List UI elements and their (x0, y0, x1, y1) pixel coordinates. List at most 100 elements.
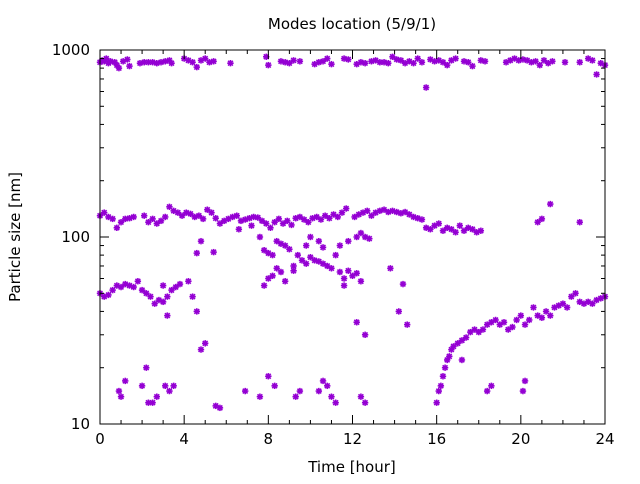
data-point (130, 213, 137, 221)
data-point (385, 59, 392, 67)
data-point (433, 399, 440, 406)
data-point (368, 58, 375, 65)
data-point (332, 399, 339, 406)
data-point (122, 377, 129, 385)
data-point (143, 364, 150, 371)
data-point (563, 304, 571, 311)
data-point (477, 227, 485, 234)
data-point (418, 216, 426, 223)
data-point (130, 283, 137, 291)
data-point (117, 283, 125, 291)
data-point (269, 272, 276, 280)
data-point (193, 63, 200, 71)
x-tick-label: 16 (427, 430, 446, 448)
data-point (368, 212, 375, 219)
data-point (422, 84, 430, 91)
data-point (542, 308, 550, 315)
data-point (260, 282, 268, 289)
data-point (500, 319, 508, 326)
data-point (189, 59, 196, 66)
data-point (300, 216, 308, 223)
data-point (549, 58, 556, 65)
data-point (349, 272, 356, 280)
y-tick-label: 10 (71, 415, 90, 433)
chart-title: Modes location (5/9/1) (268, 15, 436, 33)
data-point (456, 222, 464, 229)
data-point (290, 267, 297, 274)
data-point (547, 312, 554, 319)
data-point (315, 387, 323, 395)
data-point (460, 227, 468, 234)
data-point (286, 246, 293, 253)
x-tick-label: 4 (179, 430, 189, 448)
data-point (404, 321, 411, 328)
data-point (178, 212, 186, 219)
data-point (572, 290, 579, 297)
data-point (340, 275, 348, 282)
data-point (199, 215, 207, 223)
data-point (336, 242, 344, 249)
data-point (410, 59, 417, 67)
data-point (353, 319, 360, 326)
data-point (406, 211, 413, 218)
data-point (505, 326, 512, 333)
data-point (332, 251, 339, 259)
data-point (193, 249, 200, 257)
data-point (115, 387, 123, 395)
data-point (450, 343, 457, 350)
data-point (284, 217, 291, 225)
data-points (96, 53, 609, 412)
data-point (248, 222, 255, 229)
data-point (357, 393, 365, 400)
data-point (153, 393, 161, 400)
data-point (462, 334, 470, 341)
data-point (166, 203, 173, 211)
data-point (547, 200, 554, 208)
data-point (328, 60, 335, 68)
data-point (185, 278, 192, 285)
data-point (204, 206, 211, 213)
data-point (210, 248, 217, 256)
data-point (521, 321, 529, 328)
data-point (159, 282, 167, 289)
data-point (303, 260, 310, 267)
data-point (277, 268, 285, 276)
data-point (397, 57, 405, 64)
data-point (305, 218, 312, 226)
data-point (286, 59, 293, 67)
data-point (197, 237, 205, 245)
axis-ticks: 0 4 8 12 16 20 24 10 100 1000 (52, 41, 615, 448)
data-point (576, 59, 583, 66)
data-point (526, 316, 533, 324)
data-point (513, 316, 520, 324)
data-point (435, 387, 442, 395)
data-point (364, 207, 371, 215)
data-point (168, 286, 175, 294)
data-point (509, 323, 516, 331)
data-point (149, 399, 156, 406)
data-point (197, 346, 205, 353)
data-point (159, 298, 167, 306)
data-point (105, 291, 112, 299)
x-axis-label: Time [hour] (307, 458, 396, 476)
data-point (290, 57, 297, 64)
data-point (162, 382, 169, 390)
data-point (281, 278, 289, 285)
data-point (115, 64, 123, 72)
data-point (263, 220, 270, 227)
data-point (530, 304, 537, 311)
data-point (256, 233, 264, 241)
data-point (235, 226, 243, 233)
data-point (164, 293, 171, 300)
data-point (265, 373, 272, 380)
data-point (208, 209, 215, 216)
x-tick-label: 12 (343, 430, 362, 448)
data-point (172, 283, 179, 291)
data-point (157, 217, 165, 225)
data-point (439, 227, 447, 234)
data-point (452, 229, 459, 236)
y-tick-label: 1000 (52, 41, 90, 59)
data-point (477, 57, 485, 64)
